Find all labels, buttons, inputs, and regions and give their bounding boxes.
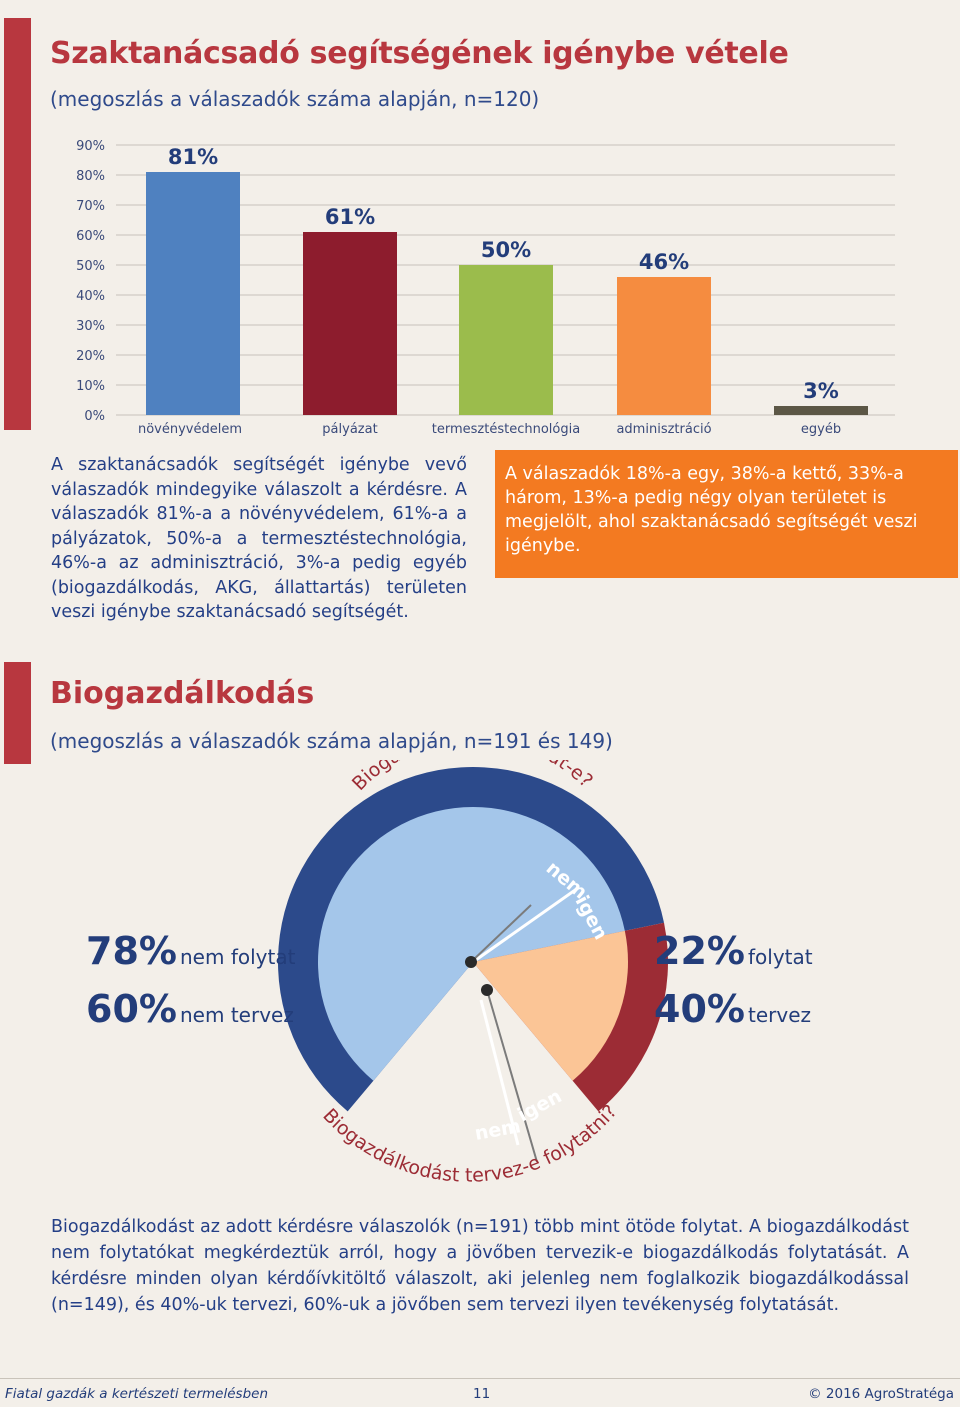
section2-title: Biogazdálkodás	[50, 676, 315, 711]
bar-value-label: 50%	[481, 238, 531, 262]
x-category-label: termesztéstechnológia	[432, 422, 580, 437]
y-tick-label: 80%	[76, 169, 105, 184]
outer-igen-value: 22%	[654, 929, 745, 973]
y-tick-label: 40%	[76, 289, 105, 304]
accent-band-bottom	[4, 662, 31, 764]
x-category-label: egyéb	[801, 422, 841, 437]
section1-paragraph: A szaktanácsadók segítségét igénybe vevő…	[51, 455, 467, 622]
bar-value-label: 3%	[803, 379, 839, 403]
section1-title: Szaktanácsadó segítségének igénybe vétel…	[50, 36, 789, 71]
bar-value-label: 81%	[168, 145, 218, 169]
bar-chart-yticks: 0% 10% 20% 30% 40% 50% 60% 70% 80% 90%	[76, 139, 105, 424]
outer-nem-caption: nem folytat	[180, 945, 296, 969]
gauge-graphics	[277, 767, 669, 1163]
inner-tag-nem: nem	[473, 1115, 522, 1145]
y-tick-label: 0%	[84, 409, 105, 424]
inner-nem-caption: nem tervez	[180, 1003, 294, 1027]
outer-split-line	[472, 886, 579, 964]
footer-left: Fiatal gazdák a kertészeti termelésben	[5, 1386, 268, 1402]
y-tick-label: 30%	[76, 319, 105, 334]
x-category-label: adminisztráció	[616, 422, 711, 437]
footer-page-number: 11	[473, 1386, 491, 1402]
y-tick-label: 70%	[76, 199, 105, 214]
inner-tag-igen: igen	[514, 1085, 565, 1126]
section2-subtitle: (megoszlás a válaszadók száma alapján, n…	[50, 729, 613, 753]
needle-bottom-pivot	[481, 984, 493, 996]
inner-igen-caption: tervez	[748, 1003, 811, 1027]
y-tick-label: 20%	[76, 349, 105, 364]
inner-fill-nem	[317, 806, 625, 1081]
bar-value-label: 61%	[325, 205, 375, 229]
y-tick-label: 50%	[76, 259, 105, 274]
needle-top-pivot	[465, 956, 477, 968]
y-tick-label: 10%	[76, 379, 105, 394]
section2-paragraph: Biogazdálkodást az adott kérdésre válasz…	[51, 1217, 909, 1315]
section1-subtitle: (megoszlás a válaszadók száma alapján, n…	[50, 87, 540, 111]
inner-split-line	[479, 999, 520, 1146]
gauge-chart: Biogazdálkodást folytat-e?Biogazdálkodás…	[86, 760, 813, 1187]
bar-value-label: 46%	[639, 250, 689, 274]
footer-right: © 2016 AgroStratéga	[808, 1386, 954, 1402]
bar-2	[303, 232, 397, 415]
bar-3	[459, 265, 553, 415]
info-box: A válaszadók 18%-a egy, 38%-a kettő, 33%…	[495, 450, 958, 578]
inner-fill-igen	[473, 930, 628, 1081]
x-category-label: növényvédelem	[138, 422, 242, 437]
y-tick-label: 60%	[76, 229, 105, 244]
bar-4	[617, 277, 711, 415]
accent-band-top	[4, 18, 31, 430]
needle-bottom	[486, 989, 538, 1163]
info-box-text: A válaszadók 18%-a egy, 38%-a kettő, 33%…	[505, 464, 918, 556]
bar-chart-value-labels: 81% 61% 50% 46% 3%	[168, 145, 839, 403]
needle-top	[470, 904, 532, 963]
bar-5	[774, 406, 868, 415]
bar-chart: 0% 10% 20% 30% 40% 50% 60% 70% 80% 90% 81% 61% 50% 4…	[76, 139, 895, 437]
x-category-label: pályázat	[322, 422, 377, 437]
y-tick-label: 90%	[76, 139, 105, 154]
bar-1	[146, 172, 240, 415]
footer-divider	[0, 1378, 960, 1379]
bar-chart-categories: növényvédelem pályázat termesztéstechnológ…	[138, 422, 841, 437]
outer-igen-caption: folytat	[748, 945, 813, 969]
inner-igen-value: 40%	[654, 987, 745, 1031]
outer-nem-value: 78%	[86, 929, 177, 973]
bar-chart-bars	[146, 172, 868, 415]
inner-nem-value: 60%	[86, 987, 177, 1031]
inner-question: Biogazdálkodást tervez-e folytatni?	[318, 1101, 621, 1187]
